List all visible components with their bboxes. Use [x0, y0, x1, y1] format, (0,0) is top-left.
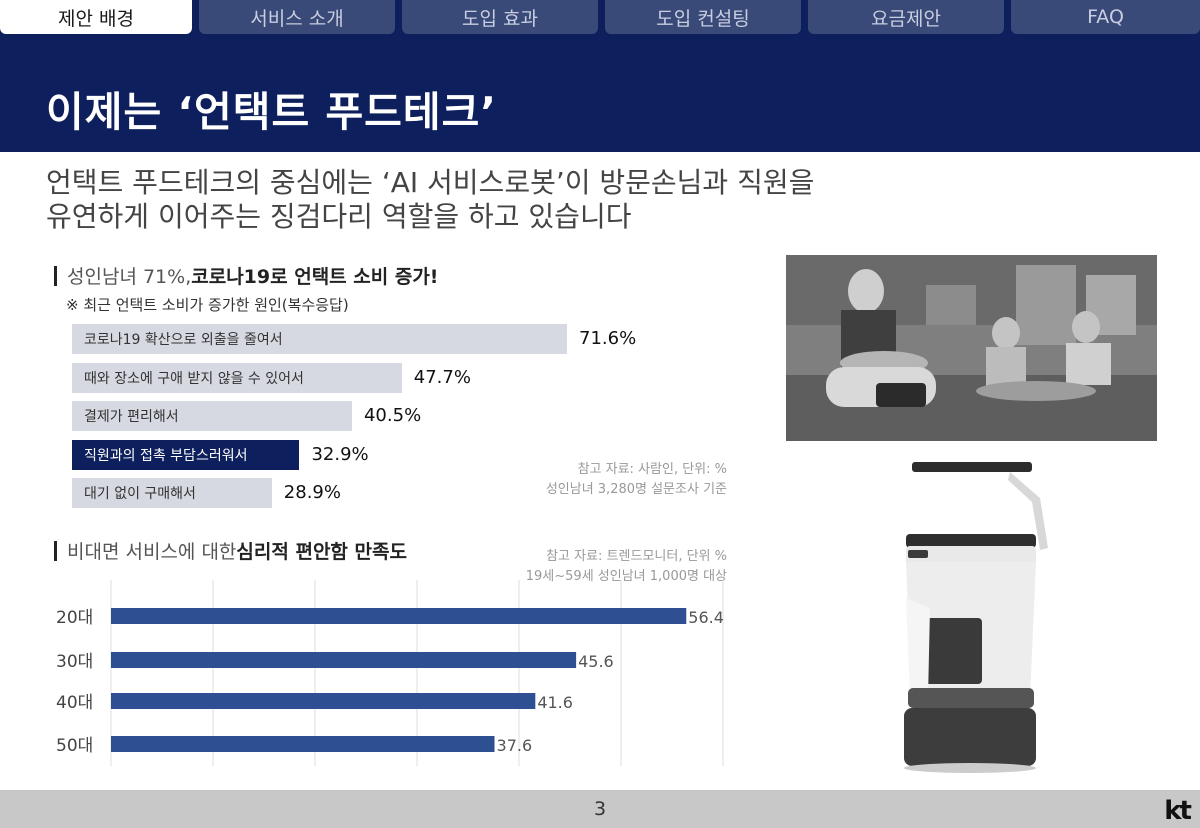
section2-title-bold: 심리적 편안함 만족도 — [236, 541, 407, 563]
comfort-bar — [111, 608, 687, 624]
tab-adoption-consulting[interactable]: 도입 컨설팅 — [605, 0, 801, 34]
footer: 3 kt — [0, 790, 1200, 828]
reason-value-label: 71.6% — [579, 328, 637, 349]
serving-robot-image — [880, 458, 1060, 774]
restaurant-photo — [786, 255, 1157, 441]
tab-service-intro[interactable]: 서비스 소개 — [199, 0, 395, 34]
age-tick-label: 30대 — [56, 652, 93, 672]
reason-bar: 때와 장소에 구애 받지 않을 수 있어서 — [72, 362, 402, 393]
page-number: 3 — [593, 798, 607, 820]
tab-faq[interactable]: FAQ — [1011, 0, 1200, 34]
comfort-value-label: 41.6 — [537, 693, 573, 712]
reason-bar: 직원과의 접촉 부담스러워서 — [72, 439, 300, 470]
header-band: 제안 배경 서비스 소개 도입 효과 도입 컨설팅 요금제안 FAQ 이제는 ‘… — [0, 0, 1200, 152]
page-title: 이제는 ‘언택트 푸드테크’ — [46, 88, 497, 136]
section-marker — [54, 540, 57, 561]
section2-source: 참고 자료: 트렌드모니터, 단위 % 19세~59세 성인남녀 1,000명 … — [480, 547, 727, 587]
section1-title: 성인남녀 71%, 코로나19로 언택트 소비 증가! — [54, 262, 438, 289]
reason-value-label: 32.9% — [311, 443, 369, 465]
reason-value-label: 47.7% — [413, 366, 471, 388]
lead-line-2: 유연하게 이어주는 징검다리 역할을 하고 있습니다 — [46, 200, 632, 233]
section2-source-line1: 참고 자료: 트렌드모니터, 단위 % — [546, 549, 727, 564]
section1-source-line1: 참고 자료: 사람인, 단위: % — [577, 462, 727, 477]
section2-title-light: 비대면 서비스에 대한 — [67, 541, 237, 563]
tab-proposal-background[interactable]: 제안 배경 — [0, 0, 192, 34]
comfort-chart: 20대 56.4 30대 45.6 40대 41.6 50대 37.6 — [56, 580, 724, 766]
section2-source-line2: 19세~59세 성인남녀 1,000명 대상 — [525, 569, 727, 584]
section1-title-light: 성인남녀 71%, — [67, 266, 192, 288]
comfort-value-label: 37.6 — [497, 736, 533, 755]
comfort-value-label: 45.6 — [578, 652, 614, 671]
section1-title-bold: 코로나19로 언택트 소비 증가! — [191, 266, 439, 288]
age-tick-label: 40대 — [56, 693, 93, 713]
reason-value-label: 40.5% — [363, 405, 422, 426]
survey-note: ※ 최근 언택트 소비가 증가한 원인(복수응답) — [66, 296, 349, 314]
section-marker — [54, 265, 57, 286]
comfort-bar — [111, 693, 536, 709]
reason-bar: 대기 없이 구매해서 — [72, 478, 272, 508]
comfort-bar — [111, 652, 577, 668]
kt-logo: kt — [1164, 796, 1192, 826]
lead-line-1: 언택트 푸드테크의 중심에는 ‘AI 서비스로봇’이 방문손님과 직원을 — [46, 166, 815, 199]
age-tick-label: 50대 — [56, 736, 93, 756]
section1-source: 참고 자료: 사람인, 단위: % 성인남녀 3,280명 설문조사 기준 — [500, 460, 727, 500]
reason-bar: 코로나19 확산으로 외출을 줄여서 — [72, 324, 567, 354]
lead-text: 언택트 푸드테크의 중심에는 ‘AI 서비스로봇’이 방문손님과 직원을 유연하… — [46, 166, 814, 234]
section1-source-line2: 성인남녀 3,280명 설문조사 기준 — [545, 482, 727, 497]
comfort-bar — [111, 736, 495, 752]
age-tick-label: 20대 — [56, 608, 93, 628]
tab-adoption-effect[interactable]: 도입 효과 — [402, 0, 598, 34]
comfort-value-label: 56.4 — [688, 608, 724, 627]
reason-value-label: 28.9% — [283, 482, 341, 503]
section2-title: 비대면 서비스에 대한 심리적 편안함 만족도 — [54, 537, 407, 564]
reason-bar: 결제가 편리해서 — [72, 401, 352, 431]
tab-pricing[interactable]: 요금제안 — [808, 0, 1004, 34]
